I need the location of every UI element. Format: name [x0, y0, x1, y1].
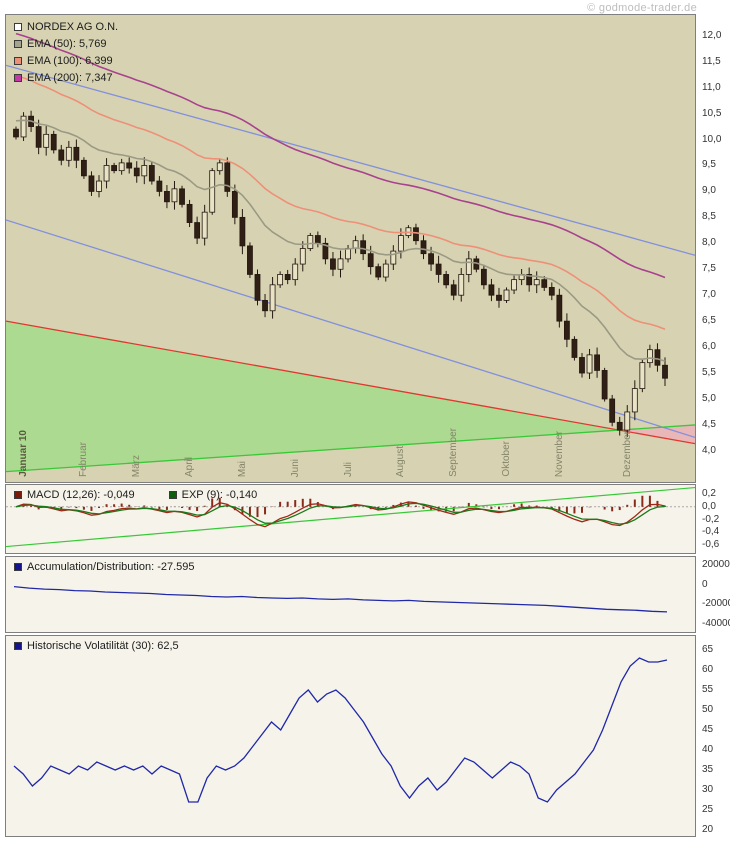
- y-axis-tick-label: 30: [702, 784, 714, 795]
- exp-swatch: [168, 490, 177, 499]
- legend-item-exp: EXP (9): -0,140: [168, 486, 258, 503]
- ad-y-axis: 20000 0 -20000 -40000: [700, 556, 730, 633]
- legend-label-ema200: EMA (200): 7,347: [27, 71, 113, 84]
- y-axis-tick-label: 9,5: [702, 159, 716, 171]
- y-axis-tick-label: 50: [702, 704, 714, 715]
- accumulation-distribution-plot[interactable]: [6, 557, 695, 632]
- y-axis-tick-label: 8,0: [702, 237, 716, 249]
- legend-label-macd: MACD (12,26): -0,049: [27, 488, 135, 501]
- y-axis-tick-label: 7,0: [702, 289, 716, 301]
- y-axis-tick-label: 5,5: [702, 367, 716, 379]
- ema200-swatch: [14, 73, 22, 82]
- y-axis-tick-label: 0,2: [702, 487, 716, 499]
- y-axis-tick-label: -0,4: [702, 526, 720, 538]
- legend-label-symbol: NORDEX AG O.N.: [27, 20, 119, 33]
- y-axis-tick-label: -0,2: [702, 513, 720, 525]
- legend-label-vol: Historische Volatilität (30): 62,5: [27, 639, 179, 652]
- price-chart-legend: NORDEX AG O.N. EMA (50): 5,769 EMA (100)…: [14, 18, 118, 86]
- y-axis-tick-label: 35: [702, 764, 714, 775]
- ad-legend: Accumulation/Distribution: -27.595: [14, 558, 195, 575]
- legend-label-exp: EXP (9): -0,140: [181, 488, 258, 501]
- y-axis-tick-label: 6,5: [702, 315, 716, 327]
- y-axis-tick-label: 25: [702, 804, 714, 815]
- legend-item-ad: Accumulation/Distribution: -27.595: [14, 558, 195, 575]
- legend-item-macd: MACD (12,26): -0,049: [14, 486, 135, 503]
- y-axis-tick-label: 11,0: [702, 81, 721, 93]
- y-axis-tick-label: 60: [702, 664, 714, 675]
- legend-label-ema50: EMA (50): 5,769: [27, 37, 107, 50]
- legend-item-vol: Historische Volatilität (30): 62,5: [14, 637, 179, 654]
- ad-swatch: [14, 562, 22, 571]
- legend-label-ad: Accumulation/Distribution: -27.595: [27, 560, 195, 573]
- y-axis-tick-label: 45: [702, 724, 714, 735]
- y-axis-tick-label: 10,5: [702, 107, 722, 119]
- y-axis-tick-label: 20000: [702, 558, 730, 570]
- macd-legend: MACD (12,26): -0,049 EXP (9): -0,140: [14, 486, 291, 503]
- volatility-panel[interactable]: Historische Volatilität (30): 62,5: [5, 635, 696, 837]
- y-axis-tick-label: 55: [702, 684, 714, 695]
- y-axis-tick-label: 0: [702, 578, 708, 590]
- vol-y-axis: 65 60 55 50 45 40 35 30 25 20: [700, 635, 730, 837]
- y-axis-tick-label: 40: [702, 744, 714, 755]
- macd-y-axis: 0,2 0,0 -0,2 -0,4 -0,6: [700, 484, 730, 554]
- y-axis-tick-label: 4,5: [702, 418, 716, 430]
- accumulation-distribution-panel[interactable]: Accumulation/Distribution: -27.595: [5, 556, 696, 633]
- legend-label-ema100: EMA (100): 6,399: [27, 54, 113, 67]
- y-axis-tick-label: 4,0: [702, 444, 716, 456]
- y-axis-tick-label: 0,0: [702, 500, 716, 512]
- price-chart-panel[interactable]: Januar 10 Februar März April Mai Juni Juli Augu…: [5, 14, 696, 483]
- legend-item-ema50: EMA (50): 5,769: [14, 35, 118, 52]
- y-axis-tick-label: 6,0: [702, 341, 716, 353]
- y-axis-tick-label: 20: [702, 824, 714, 835]
- symbol-swatch: [14, 22, 22, 31]
- y-axis-tick-label: -20000: [702, 598, 730, 610]
- y-axis-tick-label: 11,5: [702, 55, 721, 67]
- legend-item-ema100: EMA (100): 6,399: [14, 52, 118, 69]
- price-y-axis: 12,0 11,5 11,0 10,5 10,0 9,5 9,0 8,5 8,0 7,5 7,0 6,…: [700, 14, 730, 483]
- macd-panel[interactable]: MACD (12,26): -0,049 EXP (9): -0,140: [5, 484, 696, 554]
- y-axis-tick-label: 9,0: [702, 185, 716, 197]
- y-axis-tick-label: -40000: [702, 618, 730, 630]
- legend-item-symbol: NORDEX AG O.N.: [14, 18, 118, 35]
- y-axis-tick-label: 7,5: [702, 263, 716, 275]
- vol-swatch: [14, 641, 22, 650]
- y-axis-tick-label: 65: [702, 644, 714, 655]
- y-axis-tick-label: 8,5: [702, 211, 716, 223]
- macd-swatch: [14, 490, 22, 499]
- y-axis-tick-label: 10,0: [702, 133, 722, 145]
- price-chart-plot[interactable]: [6, 15, 695, 482]
- ema50-swatch: [14, 39, 22, 48]
- ema100-swatch: [14, 56, 22, 65]
- y-axis-tick-label: 12,0: [702, 29, 722, 41]
- y-axis-tick-label: 5,0: [702, 392, 716, 404]
- watermark: © godmode-trader.de: [587, 2, 697, 14]
- macd-plot[interactable]: [6, 485, 695, 553]
- y-axis-tick-label: -0,6: [702, 539, 720, 551]
- vol-legend: Historische Volatilität (30): 62,5: [14, 637, 179, 654]
- volatility-plot[interactable]: [6, 636, 695, 836]
- legend-item-ema200: EMA (200): 7,347: [14, 69, 118, 86]
